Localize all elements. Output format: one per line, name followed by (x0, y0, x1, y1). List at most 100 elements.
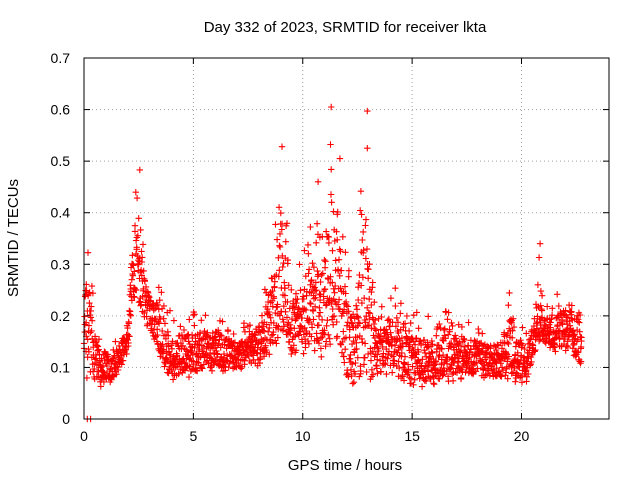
data-point (448, 355, 455, 363)
data-point (276, 230, 284, 238)
data-point (390, 361, 397, 369)
data-point (269, 287, 276, 295)
data-point (389, 319, 396, 326)
data-point (292, 290, 300, 297)
data-point (308, 320, 316, 328)
data-point (400, 377, 408, 384)
data-point (161, 320, 169, 327)
data-point (307, 300, 314, 308)
data-point (448, 319, 455, 327)
data-point (258, 338, 265, 345)
data-point (374, 351, 381, 358)
data-point (276, 312, 283, 319)
data-point (362, 255, 370, 262)
data-point (343, 322, 351, 329)
data-point (321, 286, 329, 293)
data-point (430, 381, 438, 388)
data-point (536, 329, 543, 336)
data-point (96, 351, 103, 358)
data-point (417, 341, 425, 349)
x-tick-label: 15 (404, 428, 420, 444)
data-point (316, 304, 323, 311)
data-point (341, 359, 348, 366)
data-point (154, 326, 161, 333)
data-point (537, 287, 545, 295)
x-tick-label: 10 (295, 428, 311, 444)
data-point (531, 348, 538, 355)
data-point (81, 313, 88, 320)
data-point (86, 289, 93, 296)
data-point (349, 380, 356, 387)
data-point (405, 327, 413, 335)
data-point (471, 360, 479, 368)
data-point (313, 239, 320, 246)
data-point (158, 289, 165, 296)
data-point (273, 340, 280, 347)
y-tick-label: 0.4 (51, 205, 71, 221)
data-point (452, 332, 459, 339)
data-point (413, 309, 420, 316)
data-point (532, 346, 539, 354)
data-point (360, 361, 368, 368)
data-point (193, 359, 201, 367)
data-point (391, 357, 398, 364)
data-point (506, 289, 513, 297)
data-point (275, 204, 283, 211)
data-point (383, 326, 390, 333)
data-point (279, 316, 286, 323)
data-point (316, 309, 324, 316)
data-point (126, 311, 134, 318)
data-point (338, 267, 345, 274)
data-point (508, 370, 515, 377)
data-point (445, 309, 452, 316)
data-point (364, 107, 371, 115)
data-point (392, 323, 400, 330)
data-point (123, 350, 130, 358)
data-point (430, 373, 438, 380)
data-point (315, 340, 323, 347)
data-point (297, 287, 304, 294)
data-point (87, 314, 94, 321)
data-point (534, 281, 542, 288)
data-point (104, 351, 112, 358)
data-point (325, 233, 333, 241)
data-point (494, 342, 502, 349)
data-point (542, 340, 549, 347)
data-point (129, 252, 136, 259)
data-point (405, 366, 412, 373)
y-tick-label: 0.1 (51, 359, 71, 375)
data-point (363, 368, 370, 376)
data-point (368, 325, 375, 332)
data-point (528, 358, 535, 366)
data-point (420, 336, 428, 344)
data-point (185, 373, 193, 381)
data-point (155, 320, 163, 327)
data-point (406, 374, 413, 381)
data-point (89, 290, 97, 297)
data-point (577, 358, 585, 365)
data-point (155, 306, 162, 313)
data-point (498, 373, 505, 380)
data-point (449, 370, 456, 378)
data-point (181, 359, 188, 366)
data-point (345, 273, 352, 280)
data-point (412, 369, 419, 377)
data-point (128, 276, 135, 283)
data-point (474, 365, 481, 372)
data-point (576, 311, 584, 319)
data-point (142, 283, 150, 291)
data-point (361, 295, 368, 302)
data-point (199, 365, 206, 372)
data-point (133, 246, 140, 253)
data-point (309, 260, 316, 267)
data-point (84, 336, 91, 343)
data-point (95, 336, 103, 343)
data-point (300, 295, 307, 303)
data-point (293, 299, 300, 307)
data-point (578, 334, 585, 341)
data-point (81, 328, 88, 336)
data-point (479, 330, 486, 337)
data-point (129, 272, 137, 279)
data-point (365, 275, 372, 282)
data-point (311, 303, 319, 310)
